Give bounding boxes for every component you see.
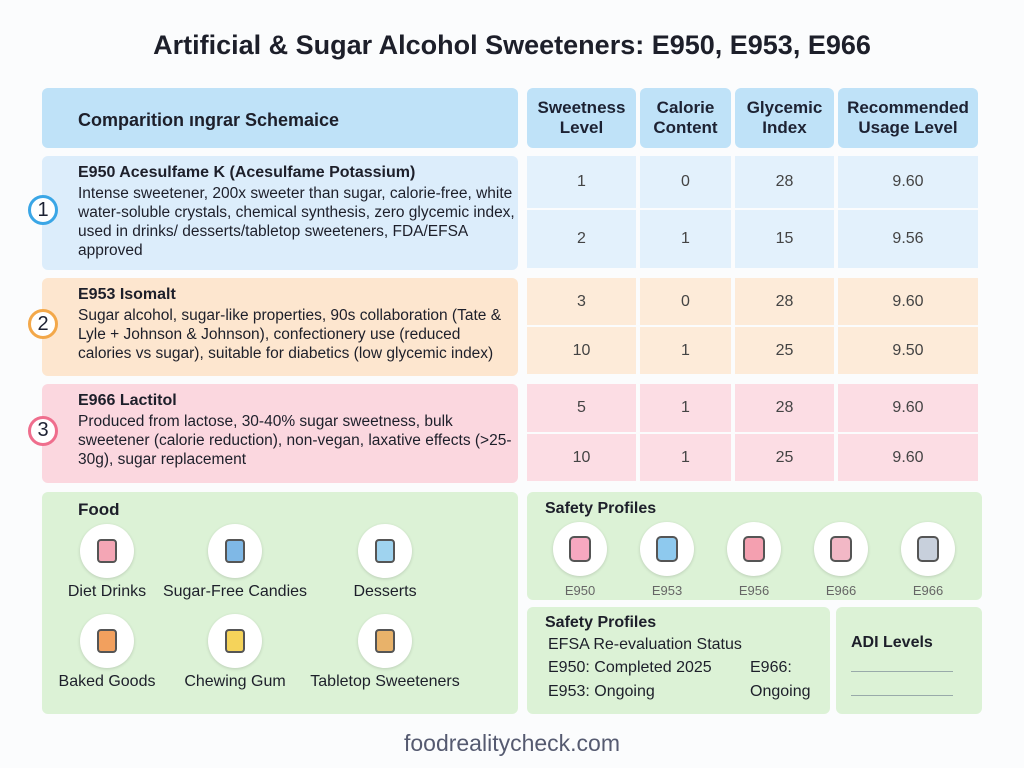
efsa-title: Safety Profiles (545, 614, 657, 631)
table-cell: 3 (527, 278, 636, 325)
adi-title: ADI Levels (851, 634, 933, 651)
table-cell: 0 (640, 156, 731, 208)
food-icon (358, 614, 412, 668)
food-label: Sugar-Free Candies (162, 583, 308, 600)
group-panel (42, 384, 518, 483)
safety-icon (814, 522, 868, 576)
table-cell: 1 (640, 327, 731, 374)
table-cell: 10 (527, 327, 636, 374)
table-cell: 10 (527, 434, 636, 481)
group-panel (42, 278, 518, 376)
footer: foodrealitycheck.com (403, 730, 621, 756)
efsa-entry: E950: Completed 2025 (548, 659, 712, 676)
table-cell: 25 (735, 327, 834, 374)
table-cell: 28 (735, 278, 834, 325)
adi-panel (836, 607, 982, 714)
group-badge: 2 (28, 309, 58, 339)
safety-icon-shape (917, 536, 939, 562)
food-icon (80, 524, 134, 578)
food-icon (208, 614, 262, 668)
adi-line (851, 671, 953, 672)
safety-icon-shape (569, 536, 591, 562)
group-description: Intense sweetener, 200x sweeter than sug… (78, 185, 515, 259)
header-label: Comparition ıngrar Schemaice (78, 110, 340, 130)
group-description: Produced from lactose, 30-40% sugar swee… (78, 413, 512, 468)
food-label: Diet Drinks (67, 583, 147, 600)
safety-label: E966 (912, 583, 944, 598)
group-title: E950 Acesulfame K (Acesulfame Potassium) (78, 164, 416, 181)
safety-icon-shape (656, 536, 678, 562)
table-cell: 0 (640, 278, 731, 325)
food-icon-shape (225, 539, 245, 563)
group-description: Sugar alcohol, sugar-like properties, 90… (78, 307, 502, 362)
efsa-panel (527, 607, 830, 714)
efsa-subtitle: EFSA Re-evaluation Status (548, 636, 742, 653)
table-cell: 9.56 (838, 210, 978, 268)
group-title: E953 Isomalt (78, 286, 176, 303)
safety-icon (640, 522, 694, 576)
table-cell: 9.60 (838, 384, 978, 432)
adi-line (851, 695, 953, 696)
food-icon-shape (225, 629, 245, 653)
safety-label: E956 (738, 583, 770, 598)
food-label: Tabletop Sweeteners (310, 673, 460, 690)
group-panel (42, 156, 518, 270)
safety-icon (727, 522, 781, 576)
safety-icon (553, 522, 607, 576)
safety-label: E966 (825, 583, 857, 598)
food-label: Desserts (353, 583, 417, 600)
group-title: E966 Lactitol (78, 392, 177, 409)
safety-icon (901, 522, 955, 576)
column-header: Calorie Content (640, 88, 731, 148)
table-cell: 1 (640, 384, 731, 432)
table-cell: 2 (527, 210, 636, 268)
food-icon (358, 524, 412, 578)
table-cell: 1 (640, 210, 731, 268)
food-icon-shape (375, 539, 395, 563)
table-cell: 1 (527, 156, 636, 208)
safety-label: E953 (651, 583, 683, 598)
efsa-entry: E966: (750, 659, 792, 676)
column-header: Recommended Usage Level (838, 88, 978, 148)
table-cell: 15 (735, 210, 834, 268)
table-cell: 28 (735, 384, 834, 432)
table-cell: 9.60 (838, 434, 978, 481)
food-icon (208, 524, 262, 578)
safety-label: E950 (564, 583, 596, 598)
table-cell: 9.60 (838, 278, 978, 325)
food-icon-shape (375, 629, 395, 653)
table-cell: 28 (735, 156, 834, 208)
food-label: Baked Goods (58, 673, 156, 690)
safety-title: Safety Profiles (545, 500, 657, 517)
food-title: Food (78, 500, 120, 519)
food-label: Chewing Gum (184, 673, 286, 690)
food-icon (80, 614, 134, 668)
table-cell: 25 (735, 434, 834, 481)
table-cell: 1 (640, 434, 731, 481)
table-cell: 9.50 (838, 327, 978, 374)
food-icon-shape (97, 629, 117, 653)
column-header: Sweetness Level (527, 88, 636, 148)
group-badge: 1 (28, 195, 58, 225)
page-title: Artificial & Sugar Alcohol Sweeteners: E… (153, 30, 871, 60)
table-cell: 9.60 (838, 156, 978, 208)
efsa-entry: E953: Ongoing (548, 683, 655, 700)
table-cell: 5 (527, 384, 636, 432)
column-header: Glycemic Index (735, 88, 834, 148)
food-icon-shape (97, 539, 117, 563)
group-badge: 3 (28, 415, 58, 446)
safety-icon-shape (743, 536, 765, 562)
efsa-entry: Ongoing (750, 683, 811, 700)
safety-icon-shape (830, 536, 852, 562)
table-header (42, 88, 518, 148)
